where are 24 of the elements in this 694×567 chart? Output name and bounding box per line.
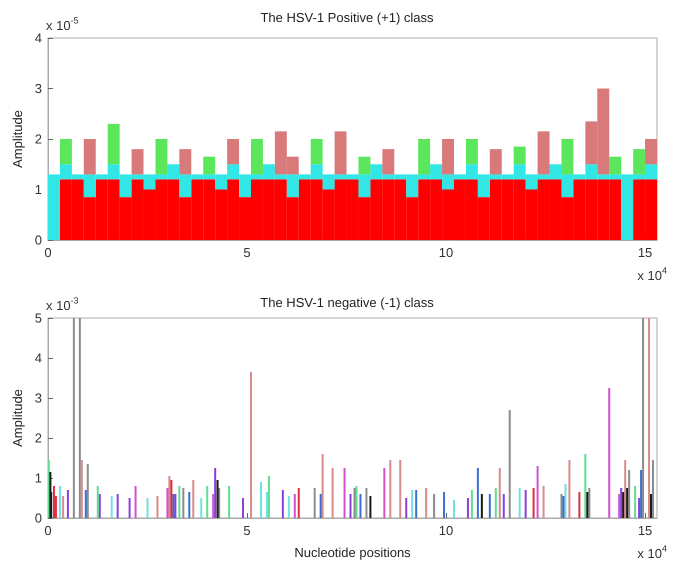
y-tick-label: 1: [34, 182, 42, 197]
y-tick-label: 2: [34, 132, 42, 146]
chart-title: The HSV-1 Positive (+1) class: [260, 10, 434, 25]
y-tick-label: 3: [34, 390, 42, 406]
y-tick-label: 4: [34, 30, 42, 46]
x-tick-label: 0: [44, 523, 52, 538]
x-tick-label: 5: [243, 523, 251, 538]
y-tick-label: 3: [34, 81, 42, 96]
y-tick-label: 1: [34, 470, 42, 486]
y-tick-label: 2: [34, 430, 42, 446]
y-tick-label: 0: [34, 232, 42, 248]
y-tick-label: 0: [34, 510, 42, 526]
y-tick-label: 4: [34, 350, 42, 366]
x-tick-label: 15: [638, 523, 652, 538]
x-tick-label: 10: [438, 245, 454, 260]
y-axis-title: Amplitude: [10, 389, 25, 447]
x-tick-label: 0: [44, 245, 52, 260]
x-tick-label: 10: [438, 523, 454, 538]
x-axis-title: Nucleotide positions: [294, 545, 412, 560]
y-tick-label: 5: [34, 310, 42, 326]
x-tick-label: 5: [243, 245, 251, 260]
y-axis-title: Amplitude: [10, 110, 25, 168]
chart-title: The HSV-1 negative (-1) class: [260, 295, 434, 310]
x-tick-label: 15: [638, 245, 652, 260]
